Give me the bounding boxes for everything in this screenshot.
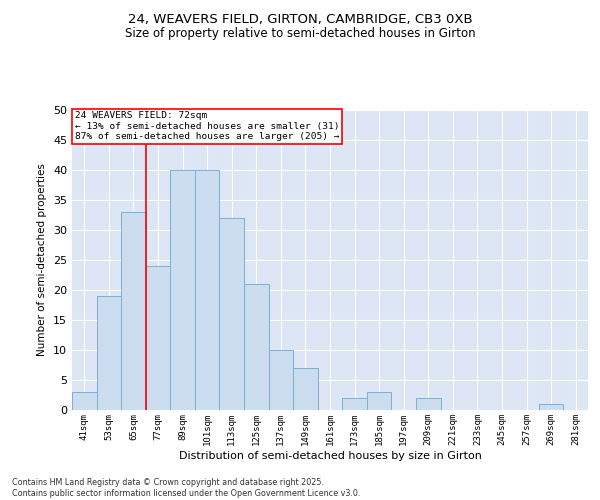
- Text: 24 WEAVERS FIELD: 72sqm
← 13% of semi-detached houses are smaller (31)
87% of se: 24 WEAVERS FIELD: 72sqm ← 13% of semi-de…: [74, 112, 339, 142]
- Bar: [170, 170, 195, 410]
- Bar: [244, 284, 269, 410]
- Text: 24, WEAVERS FIELD, GIRTON, CAMBRIDGE, CB3 0XB: 24, WEAVERS FIELD, GIRTON, CAMBRIDGE, CB…: [128, 12, 472, 26]
- Bar: [121, 212, 146, 410]
- X-axis label: Distribution of semi-detached houses by size in Girton: Distribution of semi-detached houses by …: [179, 450, 481, 460]
- Text: Contains HM Land Registry data © Crown copyright and database right 2025.
Contai: Contains HM Land Registry data © Crown c…: [12, 478, 361, 498]
- Bar: [342, 398, 367, 410]
- Bar: [269, 350, 293, 410]
- Bar: [293, 368, 318, 410]
- Bar: [97, 296, 121, 410]
- Text: Size of property relative to semi-detached houses in Girton: Size of property relative to semi-detach…: [125, 28, 475, 40]
- Bar: [367, 392, 391, 410]
- Y-axis label: Number of semi-detached properties: Number of semi-detached properties: [37, 164, 47, 356]
- Bar: [72, 392, 97, 410]
- Bar: [220, 218, 244, 410]
- Bar: [416, 398, 440, 410]
- Bar: [539, 404, 563, 410]
- Bar: [146, 266, 170, 410]
- Bar: [195, 170, 220, 410]
